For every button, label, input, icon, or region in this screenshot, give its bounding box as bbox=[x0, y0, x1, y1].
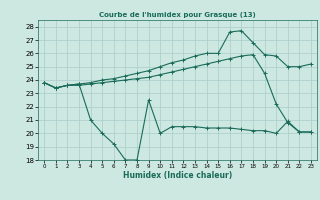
X-axis label: Humidex (Indice chaleur): Humidex (Indice chaleur) bbox=[123, 171, 232, 180]
Title: Courbe de l'humidex pour Grasque (13): Courbe de l'humidex pour Grasque (13) bbox=[99, 12, 256, 18]
